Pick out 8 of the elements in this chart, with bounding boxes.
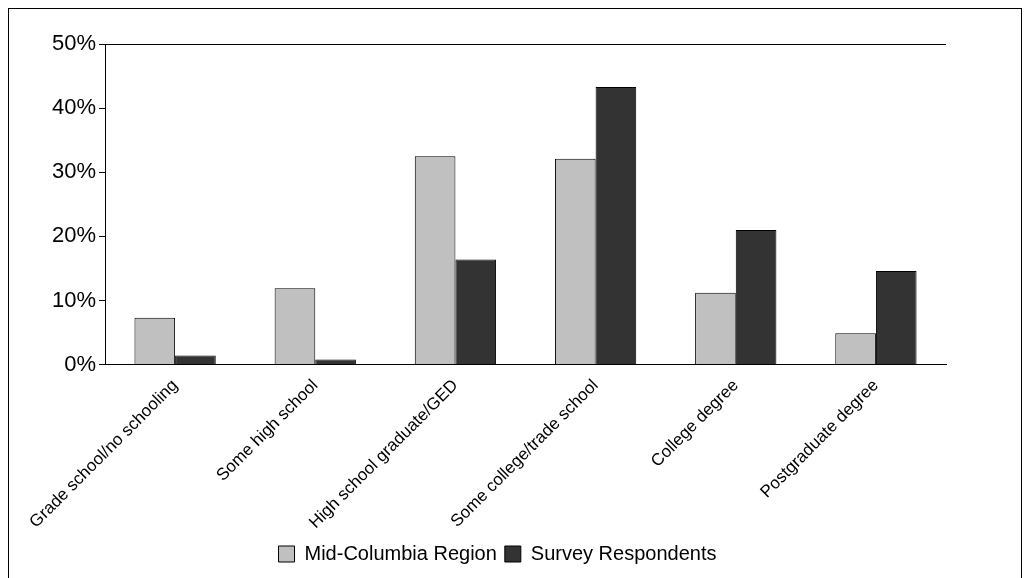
y-tick-label: 30% — [51, 158, 97, 184]
y-tick-label: 50% — [51, 30, 97, 56]
y-tick-label: 10% — [51, 286, 97, 312]
y-tick-label: 0% — [64, 350, 97, 376]
y-tick-label: 20% — [51, 222, 97, 248]
legend-label: Survey Respondents — [530, 541, 717, 564]
y-tick-label: 40% — [51, 94, 97, 120]
legend-label: Mid-Columbia Region — [304, 541, 497, 564]
